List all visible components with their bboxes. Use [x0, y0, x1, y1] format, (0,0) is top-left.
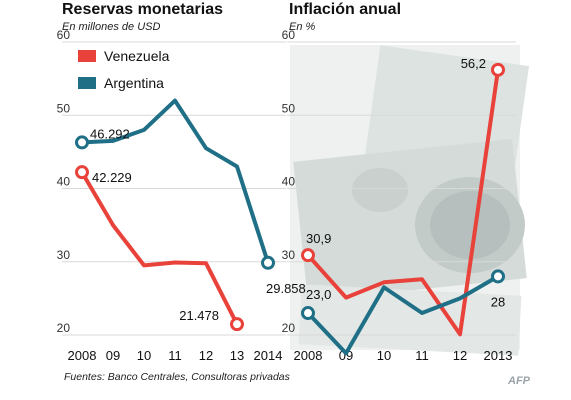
inflation-marker-venezuela	[491, 62, 505, 77]
inflation-ytick-label: 30	[282, 248, 296, 262]
inflation-data-label: 56,2	[461, 56, 486, 71]
reserves-marker-venezuela	[75, 165, 89, 180]
reserves-xtick-label: 10	[137, 348, 151, 363]
reserves-subtitle: En millones de USD	[62, 21, 160, 33]
inflation-data-label: 28	[491, 294, 505, 309]
reserves-xtick-label: 11	[168, 348, 182, 363]
inflation-xtick-label: 2008	[294, 348, 323, 363]
inflation-line-venezuela	[306, 67, 500, 337]
reserves-line-argentina	[80, 98, 270, 265]
inflation-marker-venezuela	[301, 248, 315, 263]
reserves-xtick-label: 09	[106, 348, 120, 363]
reserves-xtick-label: 13	[230, 348, 244, 363]
reserves-ytick-label: 60	[57, 28, 71, 42]
reserves-line-venezuela	[80, 170, 239, 327]
inflation-xtick-label: 12	[453, 348, 467, 363]
legend-label-argentina: Argentina	[104, 75, 164, 91]
inflation-ytick-label: 60	[282, 28, 296, 42]
inflation-ytick-label: 40	[282, 175, 296, 189]
reserves-title: Reservas monetarias	[62, 1, 223, 18]
inflation-ytick-label: 20	[282, 321, 296, 335]
reserves-marker-argentina	[261, 255, 275, 270]
reserves-data-label: 21.478	[179, 308, 219, 323]
reserves-ytick-label: 40	[57, 175, 71, 189]
inflation-xtick-label: 11	[415, 348, 429, 363]
inflation-xtick-label: 10	[377, 348, 391, 363]
inflation-title: Inflación anual	[289, 1, 401, 18]
inflation-ytick-label: 50	[282, 101, 296, 115]
inflation-subtitle: En %	[289, 21, 316, 33]
reserves-marker-argentina	[75, 135, 89, 150]
inflation-data-label: 23,0	[306, 287, 331, 302]
reserves-data-label: 29.858	[266, 281, 306, 296]
reserves-xtick-label: 2008	[68, 348, 97, 363]
legend-label-venezuela: Venezuela	[104, 48, 170, 64]
inflation-data-label: 30,9	[306, 231, 331, 246]
inflation-marker-argentina	[301, 306, 315, 321]
reserves-data-label: 42.229	[92, 170, 132, 185]
source-note: Fuentes: Banco Centrales, Consultoras pr…	[64, 371, 291, 383]
reserves-panel: Reservas monetarias En millones de USD 20 3…	[57, 1, 306, 363]
legend-swatch-argentina	[78, 77, 96, 89]
reserves-ytick-label: 30	[57, 248, 71, 262]
afp-credit: AFP	[507, 375, 531, 387]
reserves-ytick-label: 20	[57, 321, 71, 335]
inflation-xtick-label: 2013	[484, 348, 513, 363]
reserves-data-label: 46.292	[90, 126, 130, 141]
inflation-marker-argentina	[491, 269, 505, 284]
reserves-ytick-label: 50	[57, 101, 71, 115]
legend-swatch-venezuela	[78, 50, 96, 62]
reserves-marker-venezuela	[230, 317, 244, 332]
reserves-xtick-label: 2014	[254, 348, 283, 363]
reserves-xtick-label: 12	[199, 348, 213, 363]
inflation-line-argentina	[306, 274, 500, 356]
